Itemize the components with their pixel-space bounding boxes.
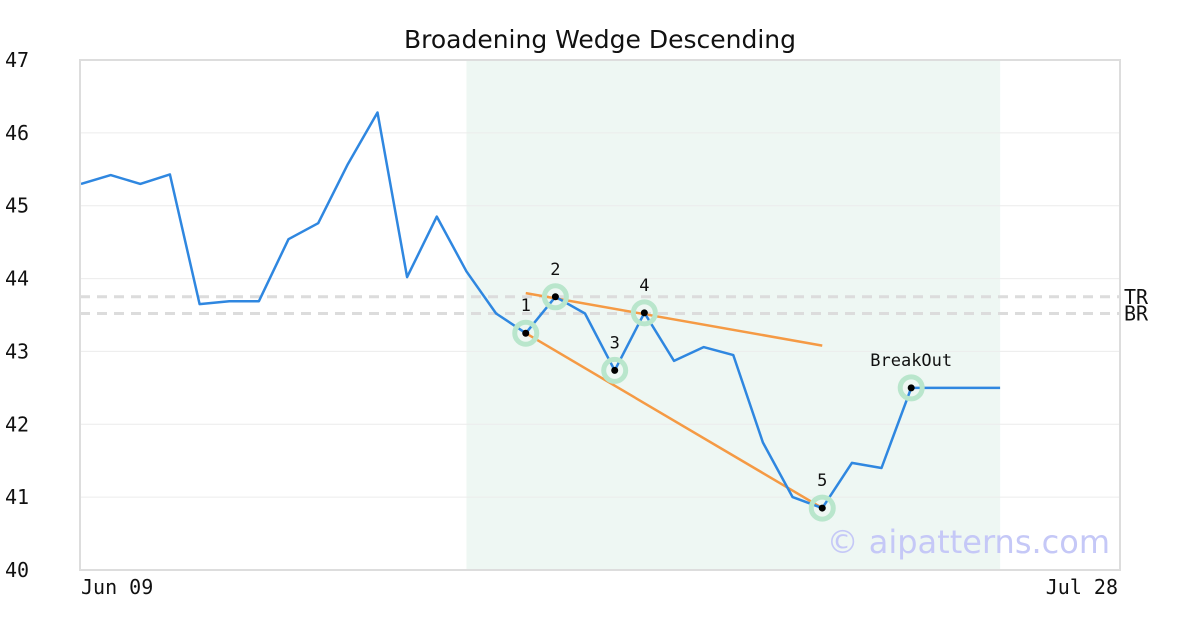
y-tick-label: 46 <box>5 121 29 145</box>
pattern-point-halo <box>541 283 569 311</box>
chart-title: Broadening Wedge Descending <box>404 25 796 54</box>
pattern-point-halo <box>512 319 540 347</box>
x-axis: Jun 09 Jul 28 <box>81 575 1118 599</box>
pattern-point-label: 2 <box>550 260 560 280</box>
pattern-point-marker <box>551 293 559 301</box>
y-tick-label: 42 <box>5 412 29 436</box>
pattern-point-halo <box>897 374 925 402</box>
trend-layer <box>525 291 823 510</box>
y-tick-label: 45 <box>5 194 29 218</box>
watermark: © aipatterns.com <box>827 523 1110 561</box>
price-line <box>80 111 1001 510</box>
series-layer <box>80 111 1001 510</box>
level-label: BR <box>1124 302 1149 326</box>
pattern-point-marker <box>640 309 648 317</box>
pattern-point-marker <box>907 384 915 392</box>
y-tick-label: 41 <box>5 485 29 509</box>
y-tick-label: 43 <box>5 339 29 363</box>
pattern-point-label: 1 <box>521 296 531 316</box>
pattern-point-marker <box>611 366 619 374</box>
pattern-point-label: BreakOut <box>870 351 952 371</box>
pattern-point-marker <box>522 329 530 337</box>
y-tick-label: 47 <box>5 48 29 72</box>
pattern-point-marker <box>818 504 826 512</box>
pattern-point-halo <box>808 494 836 522</box>
level-label: TR <box>1124 285 1149 309</box>
trend-line <box>525 291 823 347</box>
pattern-point-label: 5 <box>817 471 827 491</box>
pattern-point-halo <box>601 356 629 384</box>
y-tick-label: 40 <box>5 558 29 582</box>
y-axis: 40 41 42 43 44 45 46 47 <box>5 48 29 582</box>
points-layer: 12 3 4 5 BreakOut <box>512 260 952 522</box>
plot-frame <box>79 59 1121 571</box>
trend-line <box>525 332 823 510</box>
grid-layer <box>80 132 1120 498</box>
pattern-point-halo <box>630 299 658 327</box>
pattern-point-label: 4 <box>639 276 649 296</box>
pattern-point-label: 3 <box>610 333 620 353</box>
y-tick-label: 44 <box>5 267 29 291</box>
x-tick-label-end: Jul 28 <box>1046 575 1118 599</box>
x-tick-label-start: Jun 09 <box>81 575 153 599</box>
